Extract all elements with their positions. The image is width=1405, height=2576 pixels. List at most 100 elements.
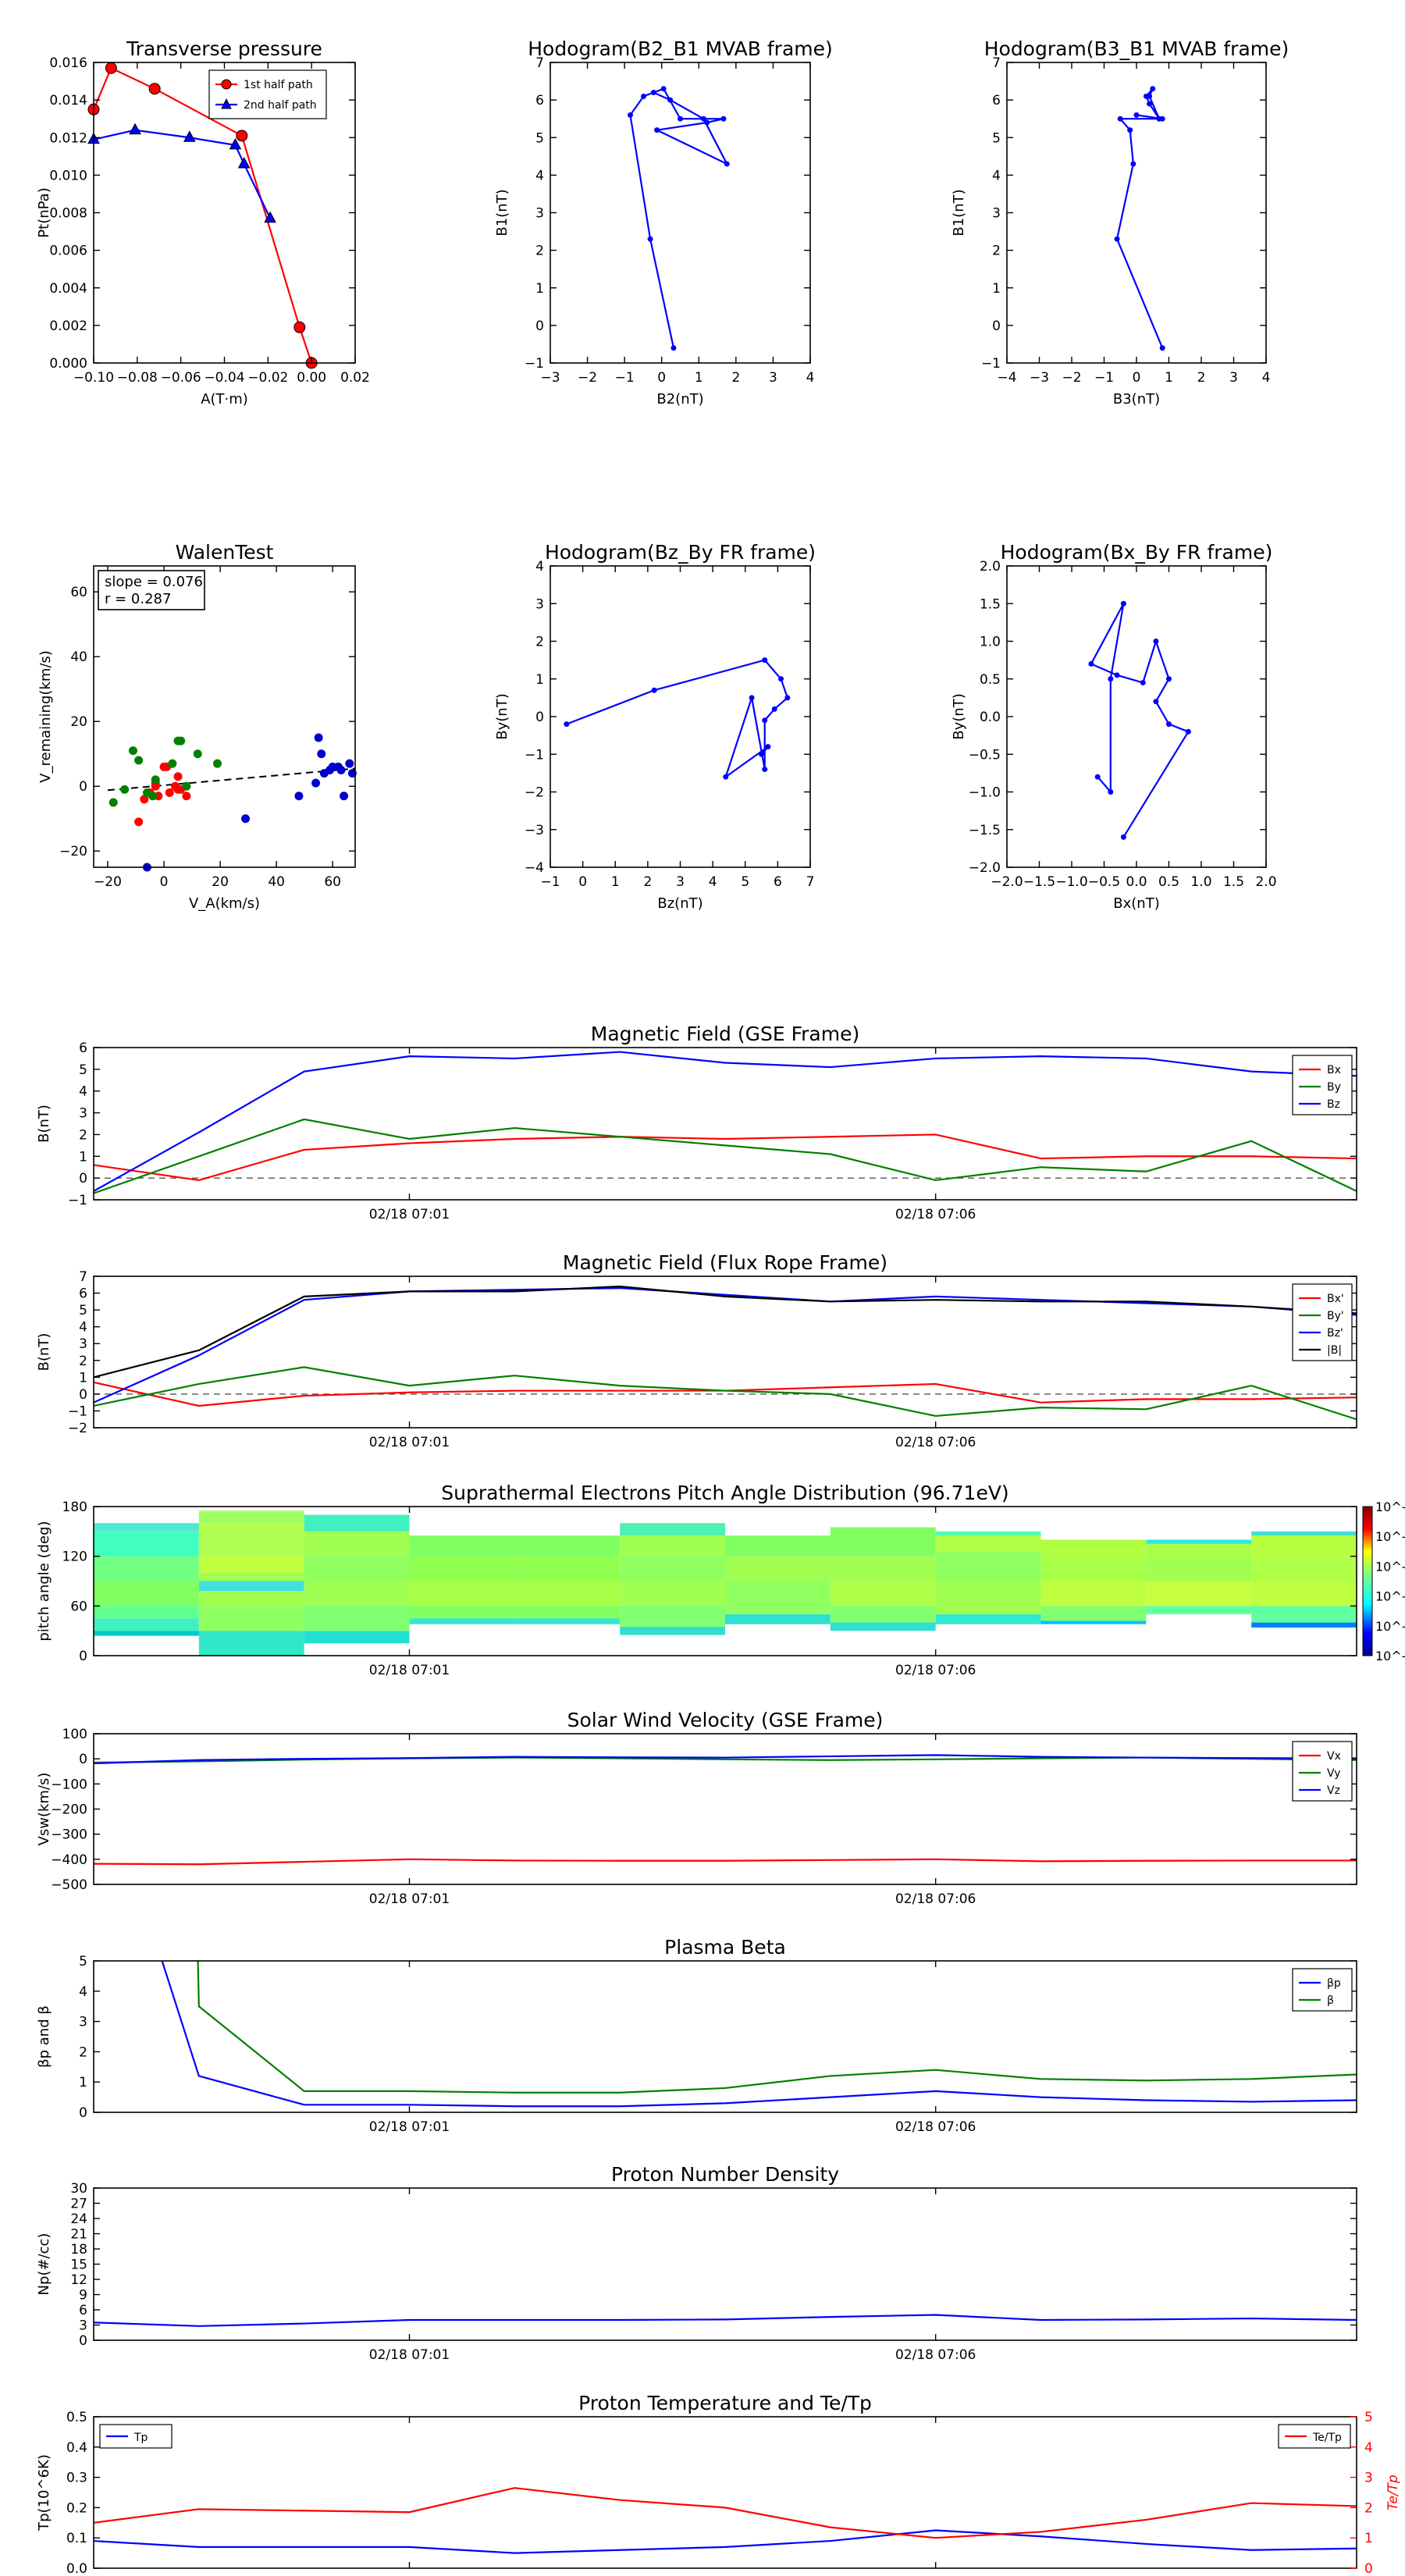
data-point (1114, 672, 1120, 678)
data-point (128, 746, 137, 756)
data-point (165, 788, 174, 798)
data-point (336, 765, 346, 774)
x-tick-label: 3 (1229, 370, 1238, 386)
chart-title: Hodogram(B2_B1 MVAB frame) (528, 37, 833, 60)
x-tick-label: −1.0 (1055, 874, 1087, 890)
heatmap-cell (620, 1581, 725, 1606)
y-tick-label: 0 (535, 318, 544, 334)
x-tick-label: 40 (268, 874, 285, 890)
heatmap-cell (94, 1556, 199, 1582)
plot-area (564, 657, 791, 780)
data-point (723, 774, 729, 780)
panel-hodogram_b2_b1: Hodogram(B2_B1 MVAB frame) −3 −2 −1 0 1 2 3 4 −1 0… (494, 37, 833, 407)
y-tick-label-right: 1 (1364, 2531, 1373, 2546)
chart-title: Transverse pressure (126, 37, 322, 60)
series-line (94, 1285, 1357, 1379)
y-tick-label: 3 (535, 596, 544, 612)
x-tick-label: 0.5 (1158, 874, 1179, 890)
y-tick-label: 1.0 (980, 635, 1001, 650)
y-tick-label: 4 (79, 1984, 87, 2000)
plot-area (94, 1510, 1357, 1656)
plot-area (94, 66, 313, 363)
x-tick-label: −1 (540, 874, 560, 890)
data-point (1153, 699, 1159, 705)
y-tick-label: 0 (79, 2333, 87, 2349)
y-tick-label: −1.0 (969, 785, 1001, 801)
heatmap-cell (935, 1531, 1041, 1536)
data-point (134, 756, 144, 765)
colorbar-tick-label: 10^-31 (1375, 1649, 1405, 1663)
y-tick-label: −2 (525, 785, 544, 801)
heatmap-cell (198, 1523, 304, 1557)
y-tick-label: 9 (79, 2288, 87, 2304)
legend-label: Vx (1327, 1750, 1341, 1763)
heatmap-cell (409, 1581, 515, 1606)
x-tick-label: −20 (94, 874, 122, 890)
series-line (94, 66, 313, 363)
y-tick-label: 1 (79, 2075, 87, 2090)
data-point (1120, 834, 1126, 840)
x-tick-label: 0 (657, 370, 666, 386)
legend-label: Te/Tp (1312, 2432, 1342, 2444)
y-tick-label: −2 (68, 1421, 87, 1436)
data-point (148, 792, 158, 801)
heatmap-cell (409, 1606, 515, 1619)
heatmap-cell (1040, 1581, 1147, 1606)
x-tick-label: 02/18 07:01 (369, 1891, 450, 1907)
y-tick-label: 3 (992, 206, 1001, 222)
x-tick-label: 0.0 (1126, 874, 1147, 890)
panel-mag_gse: Magnetic Field (GSE Frame) 02/18 07:01 02/… (36, 1023, 1357, 1222)
data-point (1166, 676, 1172, 682)
heatmap-cell (514, 1556, 621, 1582)
panel-walen_test: WalenTest −20 0 20 40 60 −20 0 20 40 60 V_A(km/s) V_… (37, 541, 357, 912)
annotation-text: r = 0.287 (105, 591, 171, 607)
series-line (566, 659, 789, 780)
x-tick-label: 02/18 07:06 (895, 1891, 976, 1907)
colorbar-tick-label: 10^-30 (1375, 1619, 1405, 1634)
heatmap-cell (94, 1631, 199, 1636)
y-tick-label: 0 (79, 1171, 87, 1187)
x-tick-label: 4 (709, 874, 717, 890)
y-tick-label: 3 (79, 1336, 87, 1352)
heatmap-cell (94, 1531, 199, 1557)
heatmap-cell (198, 1572, 304, 1582)
y-tick-label: 0.2 (66, 2500, 87, 2516)
y-tick-label-right: 5 (1364, 2410, 1373, 2425)
y-tick-label: 0.000 (49, 356, 87, 372)
y-tick-label: 40 (70, 649, 87, 665)
series-line (94, 2487, 1357, 2539)
y-tick-label: −1 (981, 356, 1001, 372)
y-tick-label: 0.1 (66, 2531, 87, 2546)
data-point (1130, 161, 1136, 167)
legend-label: |B| (1327, 1344, 1342, 1357)
y-tick-label: 12 (70, 2272, 87, 2288)
series-line (161, 1961, 1357, 2108)
y-axis-label: V_remaining(km/s) (37, 650, 54, 783)
y-tick-label: 2 (992, 244, 1001, 259)
y-tick-label: 15 (70, 2258, 87, 2273)
colorbar-tick-label: 10^-29 (1375, 1589, 1405, 1604)
y-tick-label: 4 (79, 1084, 87, 1100)
y-axis-label: B(nT) (36, 1333, 52, 1372)
y-tick-label: 1 (992, 281, 1001, 297)
y-tick-label-right: 4 (1364, 2440, 1373, 2456)
data-point (1133, 112, 1140, 118)
plot-area (107, 767, 355, 792)
panel-vsw: Solar Wind Velocity (GSE Frame) 02/18 07:… (36, 1709, 1357, 1907)
x-tick-label: 2 (731, 370, 740, 386)
y-axis-label: βp and β (36, 2005, 52, 2068)
x-tick-label: 02/18 07:06 (895, 1207, 976, 1222)
legend-label: Tp (133, 2432, 148, 2444)
colorbar (1362, 1506, 1373, 1656)
plot-area (94, 1285, 1357, 1421)
heatmap-cell (620, 1606, 725, 1627)
x-tick-label: 1.5 (1223, 874, 1244, 890)
x-tick-label: −0.06 (161, 370, 201, 386)
x-tick-label: −2 (1062, 370, 1081, 386)
series-line (1090, 603, 1190, 838)
y-tick-label: 5 (535, 130, 544, 146)
annotation-box (98, 570, 205, 610)
heatmap-cell (620, 1556, 725, 1582)
x-tick-label: 0.00 (297, 370, 326, 386)
